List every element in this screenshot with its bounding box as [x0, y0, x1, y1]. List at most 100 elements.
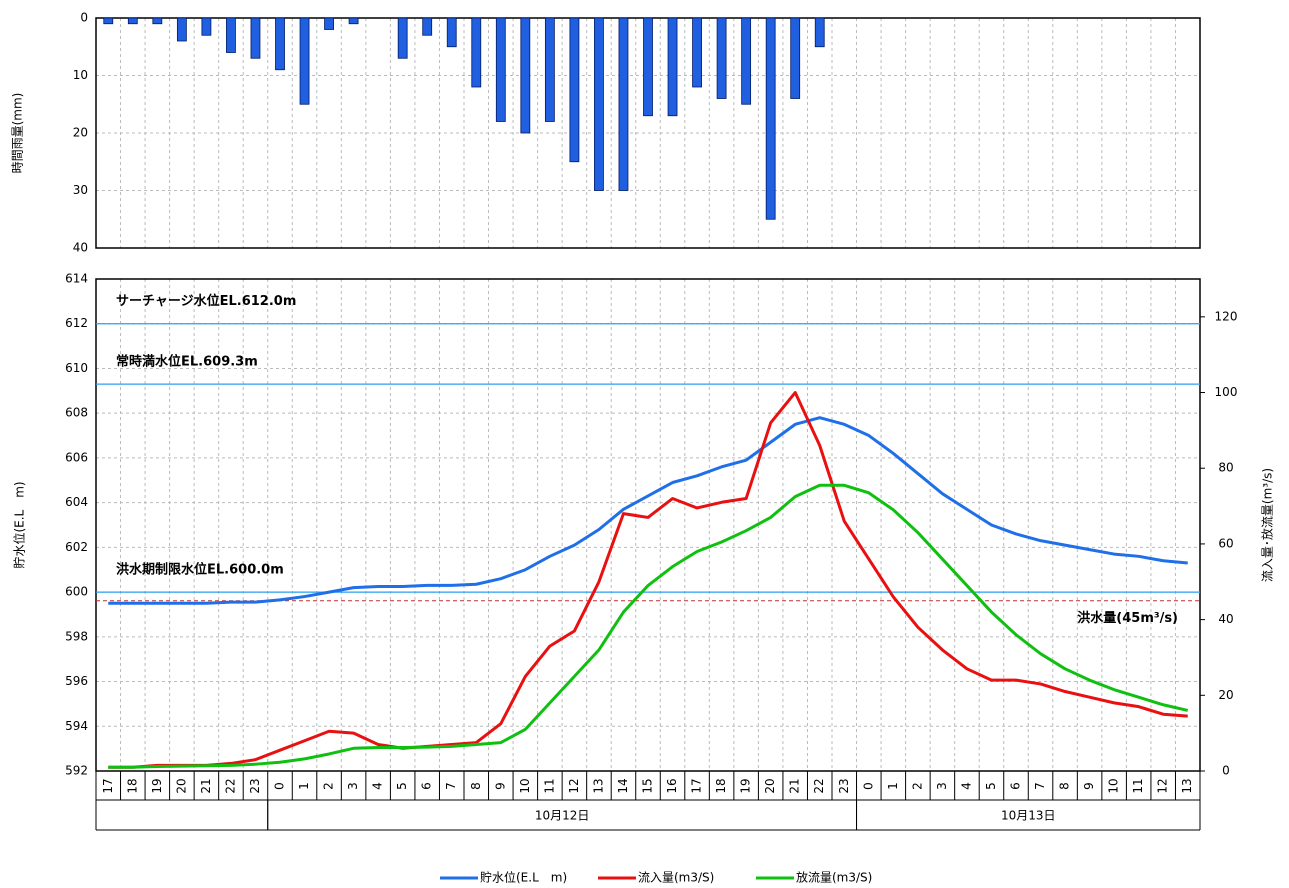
y-tick-label: 598 — [65, 629, 88, 643]
y-tick-label: 40 — [73, 241, 88, 255]
bar — [176, 17, 187, 42]
x-tick-label: 7 — [444, 782, 458, 790]
x-tick-label: 16 — [665, 778, 679, 793]
bar — [765, 17, 776, 220]
bar — [643, 17, 653, 117]
y-tick-label: 614 — [65, 272, 88, 286]
reference-label: 洪水期制限水位EL.600.0m — [116, 562, 284, 578]
y-tick-label: 602 — [65, 540, 88, 554]
series-line — [108, 483, 1189, 769]
x-tick-label: 4 — [959, 782, 973, 790]
x-tick-label: 11 — [542, 778, 556, 793]
x-tick-label: 12 — [1156, 778, 1170, 793]
y-tick-label: 608 — [65, 406, 88, 420]
group-label: 10月12日 — [535, 809, 590, 823]
x-tick-label: 0 — [273, 782, 287, 790]
y2-tick-label: 80 — [1218, 461, 1233, 475]
x-tick-label: 22 — [223, 778, 237, 793]
x-tick-label: 10 — [518, 778, 532, 793]
x-tick-label: 8 — [1058, 782, 1072, 790]
x-tick-label: 13 — [591, 778, 605, 793]
bar — [814, 17, 825, 48]
x-tick-label: 21 — [199, 778, 213, 793]
y-tick-label: 20 — [73, 126, 88, 140]
x-tick-label: 4 — [371, 782, 385, 790]
reference-label: サーチャージ水位EL.612.0m — [116, 293, 296, 309]
bar — [397, 17, 408, 59]
bar — [201, 17, 212, 36]
bar — [324, 17, 334, 30]
x-tick-label: 7 — [1033, 782, 1047, 790]
x-tick-label: 1 — [886, 782, 900, 790]
y-tick-label: 610 — [65, 361, 88, 375]
y-tick-label: 592 — [65, 764, 88, 778]
bar — [520, 17, 531, 134]
y2-tick-label: 0 — [1222, 764, 1230, 778]
x-tick-label: 13 — [1180, 778, 1194, 793]
y-tick-label: 600 — [65, 585, 88, 599]
bar — [152, 17, 163, 25]
x-tick-label: 19 — [150, 778, 164, 793]
y-axis-label: 時間雨量(mm) — [11, 93, 25, 174]
bar — [594, 17, 604, 191]
bar — [250, 17, 261, 59]
x-tick-label: 20 — [174, 778, 188, 793]
y-tick-label: 0 — [80, 11, 88, 25]
x-tick-label: 1 — [297, 782, 311, 790]
x-tick-label: 12 — [567, 778, 581, 793]
bar — [226, 17, 236, 53]
bar — [348, 17, 359, 25]
bar — [790, 17, 801, 99]
x-tick-label: 20 — [763, 778, 777, 793]
x-tick-label: 23 — [837, 778, 851, 793]
series-line — [108, 416, 1188, 605]
x-tick-label: 9 — [493, 782, 507, 790]
bar — [692, 17, 702, 88]
y-tick-label: 10 — [73, 68, 88, 82]
x-tick-label: 9 — [1082, 782, 1096, 790]
x-tick-label: 18 — [714, 778, 728, 793]
plot-frame — [95, 278, 1201, 772]
bar — [422, 17, 433, 36]
y2-tick-label: 40 — [1218, 612, 1233, 626]
bar — [127, 17, 138, 25]
legend-label: 流入量(m3/S) — [638, 871, 714, 885]
bar — [299, 17, 310, 105]
x-tick-label: 6 — [1009, 782, 1023, 790]
y2-axis-label: 流入量･放流量(m³/s) — [1260, 468, 1275, 582]
bar — [741, 17, 752, 105]
x-tick-label: 3 — [935, 782, 949, 790]
x-tick-label: 15 — [641, 778, 655, 793]
bar — [471, 17, 482, 88]
y-tick-label: 612 — [65, 316, 88, 330]
x-tick-label: 19 — [739, 778, 753, 793]
y-tick-label: 596 — [65, 674, 88, 688]
y2-tick-label: 60 — [1218, 536, 1233, 550]
group-label: 10月13日 — [1001, 809, 1056, 823]
x-tick-label: 10 — [1107, 778, 1121, 793]
y-tick-label: 606 — [65, 450, 88, 464]
x-tick-label: 22 — [812, 778, 826, 793]
y2-tick-label: 20 — [1218, 688, 1233, 702]
y-tick-label: 30 — [73, 183, 88, 197]
y-axis-label: 貯水位(E.L m) — [12, 481, 27, 568]
bar — [618, 17, 629, 191]
x-tick-label: 17 — [101, 778, 115, 793]
bar — [446, 17, 457, 48]
x-tick-label: 23 — [248, 778, 262, 793]
reference-label: 常時満水位EL.609.3m — [116, 354, 258, 370]
x-tick-label: 2 — [322, 782, 336, 790]
x-tick-label: 11 — [1131, 778, 1145, 793]
bar — [716, 17, 727, 99]
bar — [544, 17, 555, 122]
legend-label: 放流量(m3/S) — [796, 870, 872, 885]
x-tick-label: 0 — [861, 782, 875, 790]
reference-label: 洪水量(45m³/s) — [1077, 610, 1178, 626]
x-tick-label: 5 — [395, 782, 409, 790]
bar — [275, 17, 285, 71]
bar — [495, 17, 506, 122]
x-tick-label: 2 — [910, 782, 924, 790]
y2-tick-label: 100 — [1215, 385, 1238, 399]
y2-tick-label: 120 — [1215, 309, 1238, 323]
